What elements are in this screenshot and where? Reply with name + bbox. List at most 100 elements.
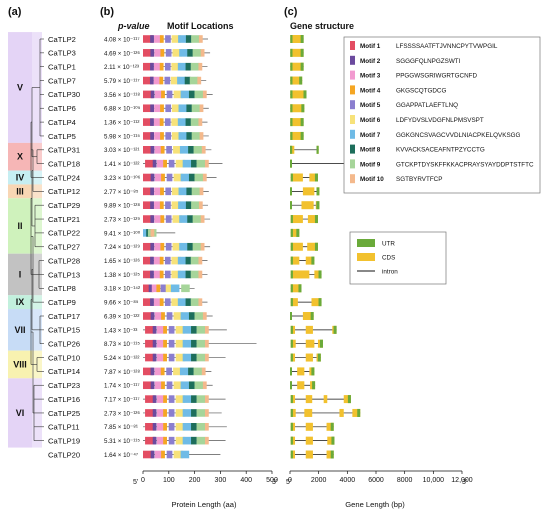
motif-7-box <box>180 312 190 320</box>
motif-7-box <box>178 132 188 140</box>
motif-2-box <box>150 381 155 390</box>
motif-10-box <box>200 49 205 57</box>
panel-label-b: (b) <box>100 6 114 18</box>
motif-6-box <box>175 326 186 334</box>
gene-name: CaTLP19 <box>48 436 80 445</box>
motif-legend-sequence: GTCKPTDYSKFFKKACPRAYSYAYDDPTSTFTC <box>396 161 534 168</box>
motif-8-box <box>191 395 197 403</box>
gene-length-axis: 5' 3' Gene Length (bp) 0 2000 4000 6000 8000… <box>286 470 473 509</box>
group-label: VIII <box>13 359 27 369</box>
motif-6-box <box>172 215 183 223</box>
utr-segment <box>318 298 322 307</box>
motif-4-box <box>159 298 164 306</box>
utr-segment <box>290 242 293 251</box>
motif-2-box <box>150 215 155 223</box>
motif-10-box <box>202 312 207 320</box>
panel-label-c: (c) <box>284 6 298 18</box>
motif-legend-sequence: PPGGWSGRIWGRTGCNFD <box>396 73 477 80</box>
motif-10-box <box>197 76 202 85</box>
utr-segment <box>290 173 293 182</box>
motif-10-box <box>204 353 209 362</box>
utr-segment <box>300 118 304 127</box>
motif-2-box <box>150 146 155 154</box>
gene-pvalue: 8.73 × 10⁻¹¹⁵ <box>104 341 140 348</box>
utr-segment <box>290 256 293 265</box>
group-label: IV <box>16 173 25 183</box>
motif-3-box <box>154 201 162 209</box>
utr-segment <box>300 62 304 71</box>
motif-8-box <box>188 146 194 154</box>
gene-row: CaTLP22 9.41 × 10⁻¹⁰⁰ <box>48 228 300 238</box>
gene-row: CaTLP28 1.65 × 10⁻¹²⁶ <box>48 256 315 265</box>
motif-2-box <box>150 242 155 251</box>
motif-9-box <box>196 409 206 417</box>
gene-name: CaTLP10 <box>48 353 80 362</box>
motif-5-box <box>166 381 173 390</box>
protein-axis-tick-label: 400 <box>240 477 252 484</box>
motif-10-box <box>204 409 209 417</box>
motif-3-box <box>154 312 163 320</box>
utr-segment <box>311 367 315 376</box>
motif-2-box <box>150 132 155 140</box>
motif-4-box <box>163 339 167 348</box>
motif-3-box <box>154 35 162 43</box>
motif-legend-sequence: SGTBYRVTFCP <box>396 176 442 183</box>
motif-8-box <box>188 381 195 390</box>
motif-7-box <box>177 76 186 85</box>
group-label: VII <box>14 325 25 335</box>
motif-6-box <box>171 201 182 209</box>
protein-axis-tick-label: 200 <box>189 477 201 484</box>
motif-1-box <box>143 146 154 154</box>
motif-10-box <box>198 270 203 279</box>
motif-6-box <box>171 35 182 43</box>
motif-7-box <box>182 353 192 362</box>
utr-segment <box>300 131 304 140</box>
motif-5-box <box>164 256 171 265</box>
motif-legend-label: Motif 9 <box>360 161 381 168</box>
cds-segment <box>297 381 305 390</box>
motif-6-box <box>170 76 181 85</box>
motif-5-box <box>164 62 171 71</box>
gene-row: CaTLP9 9.66 × 10⁻⁸⁵ <box>48 298 322 307</box>
motif-4-box <box>161 450 165 459</box>
motif-3-box <box>154 381 163 390</box>
gene-name: CaTLP17 <box>48 312 80 321</box>
motif-2-box <box>148 284 153 293</box>
motif-2-box <box>150 35 154 43</box>
cds-segment <box>326 422 334 431</box>
utr-segment <box>290 422 293 431</box>
utr-segment <box>314 173 318 182</box>
utr-segment <box>310 312 314 320</box>
phylogenetic-tree <box>30 38 44 441</box>
motif-legend-sequence: GGAPPATLAEFTLNQ <box>396 102 458 109</box>
motif-6-box <box>175 353 186 362</box>
cds-segment <box>305 339 315 348</box>
motif-4-box <box>161 312 165 320</box>
motif-7-box <box>177 298 187 306</box>
cds-segment <box>352 408 361 417</box>
group-band-IV <box>8 170 32 185</box>
motif-9-box <box>192 49 202 57</box>
group-band-X <box>8 142 32 171</box>
cds-segment <box>290 228 300 237</box>
gene-row: CaTLP8 3.18 × 10⁻¹⁴² <box>48 284 302 293</box>
group-label: X <box>17 152 23 162</box>
motif-7-box <box>180 173 190 182</box>
motif-1-box <box>145 353 156 362</box>
motif-8-box <box>186 187 193 196</box>
motif-10-box <box>204 423 209 431</box>
gene-pvalue: 1.36 × 10⁻¹¹² <box>104 120 139 127</box>
motif-1-box <box>143 187 154 196</box>
utr-segment <box>290 76 293 85</box>
motif-4-box <box>161 381 165 390</box>
motif-8-box <box>191 159 197 168</box>
utr-segment <box>331 436 335 445</box>
utr-segment <box>319 339 323 348</box>
motif-legend-swatch <box>350 129 355 139</box>
utr-segment <box>290 408 293 417</box>
motif-7-box <box>182 423 192 431</box>
motif-9-box <box>196 159 206 168</box>
cds-segment <box>297 367 305 376</box>
motif-legend-label: Motif 3 <box>360 73 381 80</box>
protein-axis-tick-label: 300 <box>215 477 227 484</box>
